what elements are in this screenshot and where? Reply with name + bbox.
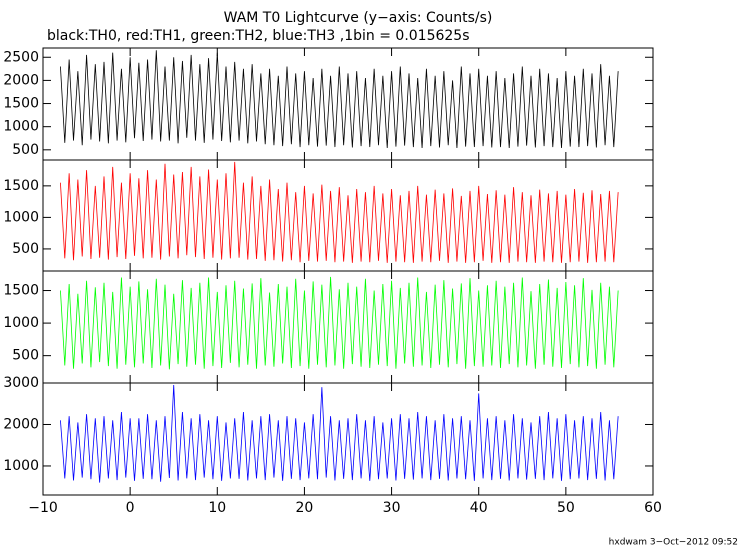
lightcurve xyxy=(60,385,619,483)
y-tick-label: 1500 xyxy=(3,96,39,112)
chart-subtitle: black:TH0, red:TH1, green:TH2, blue:TH3 … xyxy=(47,28,470,44)
y-tick-label: 2000 xyxy=(3,72,39,88)
panel-frame xyxy=(42,382,654,496)
x-tick-label: 60 xyxy=(644,500,662,516)
y-tick-label: 2500 xyxy=(3,49,39,65)
lightcurve xyxy=(60,276,619,370)
y-tick-label: 500 xyxy=(12,142,39,158)
y-tick-label: 1000 xyxy=(3,458,39,474)
y-tick-label: 1000 xyxy=(3,119,39,135)
y-tick-label: 1500 xyxy=(3,178,39,194)
x-tick-label: 0 xyxy=(126,500,135,516)
chart-title: WAM T0 Lightcurve (y−axis: Counts/s) xyxy=(224,10,493,26)
x-tick-label: −10 xyxy=(28,500,58,516)
x-tick-label: 10 xyxy=(208,500,226,516)
y-tick-label: 1000 xyxy=(3,315,39,331)
x-tick-label: 50 xyxy=(557,500,575,516)
lightcurve xyxy=(60,161,619,263)
x-tick-label: 40 xyxy=(470,500,488,516)
y-tick-label: 2000 xyxy=(3,416,39,432)
y-tick-label: 500 xyxy=(12,348,39,364)
footer: hxdwam 3−Oct−2012 09:52 xyxy=(609,538,738,548)
y-tick-label: 1000 xyxy=(3,209,39,225)
x-tick-label: 30 xyxy=(383,500,401,516)
lightcurve xyxy=(60,50,619,148)
y-tick-label: 3000 xyxy=(3,375,39,391)
y-tick-label: 1500 xyxy=(3,283,39,299)
y-tick-label: 500 xyxy=(12,241,39,257)
x-tick-label: 20 xyxy=(296,500,314,516)
